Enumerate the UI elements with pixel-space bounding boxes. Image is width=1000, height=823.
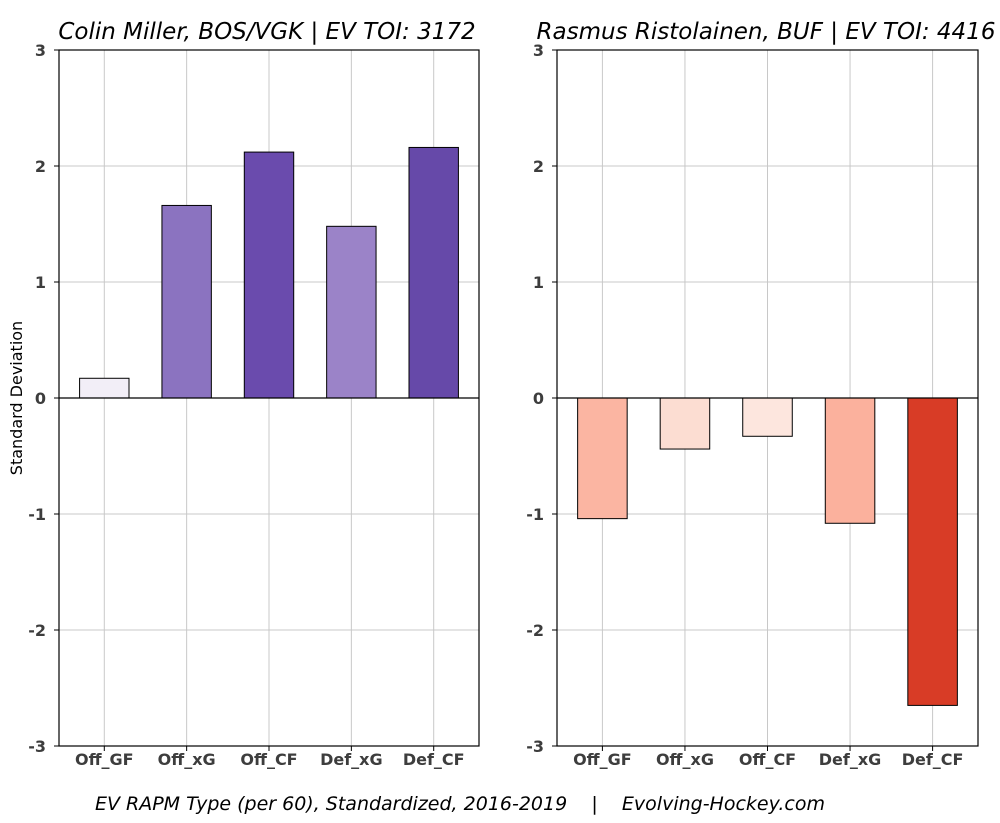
- left-ytick-label: -3: [28, 737, 46, 756]
- right-chart-title: Rasmus Ristolainen, BUF | EV TOI: 4416: [537, 19, 996, 45]
- right-xtick-label: Off_xG: [656, 750, 714, 769]
- right-ytick-label: -1: [526, 505, 544, 524]
- right-ytick-label: -3: [526, 737, 544, 756]
- left-bar-off-xg: [161, 204, 212, 399]
- left-ytick-label: 1: [35, 273, 46, 292]
- right-ytick-label: 1: [533, 273, 544, 292]
- right-xtick-label: Def_CF: [902, 750, 964, 769]
- right-ytick-label: 2: [533, 157, 544, 176]
- left-xtick-label: Off_CF: [240, 750, 297, 769]
- right-bar-off-gf: [577, 397, 628, 520]
- left-xtick-label: Off_GF: [75, 750, 134, 769]
- left-xtick-label: Def_CF: [403, 750, 465, 769]
- right-xtick-label: Off_GF: [573, 750, 632, 769]
- left-ytick-label: -2: [28, 621, 46, 640]
- right-ytick-label: 0: [533, 389, 544, 408]
- left-ytick-label: 0: [35, 389, 46, 408]
- left-bar-off-gf: [79, 377, 130, 399]
- right-xtick-label: Off_CF: [739, 750, 796, 769]
- left-chart-title: Colin Miller, BOS/VGK | EV TOI: 3172: [58, 19, 475, 45]
- left-ytick-label: 2: [35, 157, 46, 176]
- left-ytick-label: 3: [35, 41, 46, 60]
- right-xtick-label: Def_xG: [819, 750, 882, 769]
- left-bar-off-cf: [243, 151, 295, 399]
- left-xtick-label: Def_xG: [320, 750, 383, 769]
- left-xtick-label: Off_xG: [158, 750, 216, 769]
- figure-caption: EV RAPM Type (per 60), Standardized, 201…: [95, 793, 825, 815]
- left-bar-def-xg: [326, 225, 377, 399]
- left-ylabel: Standard Deviation: [7, 321, 26, 475]
- right-bar-def-xg: [824, 397, 876, 524]
- right-bar-off-cf: [742, 397, 793, 437]
- right-chart-panel: -3 -2 -1 0 1 2 3 Off_GF Off_xG Off_CF Def_xG Def_CF…: [526, 19, 995, 769]
- right-bar-off-xg: [659, 397, 711, 450]
- right-ytick-label: 3: [533, 41, 544, 60]
- right-ytick-label: -2: [526, 621, 544, 640]
- right-bar-def-cf: [907, 397, 958, 706]
- left-chart-panel: -3 -2 -1 0 1 2 3 Off_GF Off_xG Off_CF Def_xG Def_CF…: [7, 19, 480, 769]
- left-bar-def-cf: [408, 146, 459, 399]
- left-ytick-label: -1: [28, 505, 46, 524]
